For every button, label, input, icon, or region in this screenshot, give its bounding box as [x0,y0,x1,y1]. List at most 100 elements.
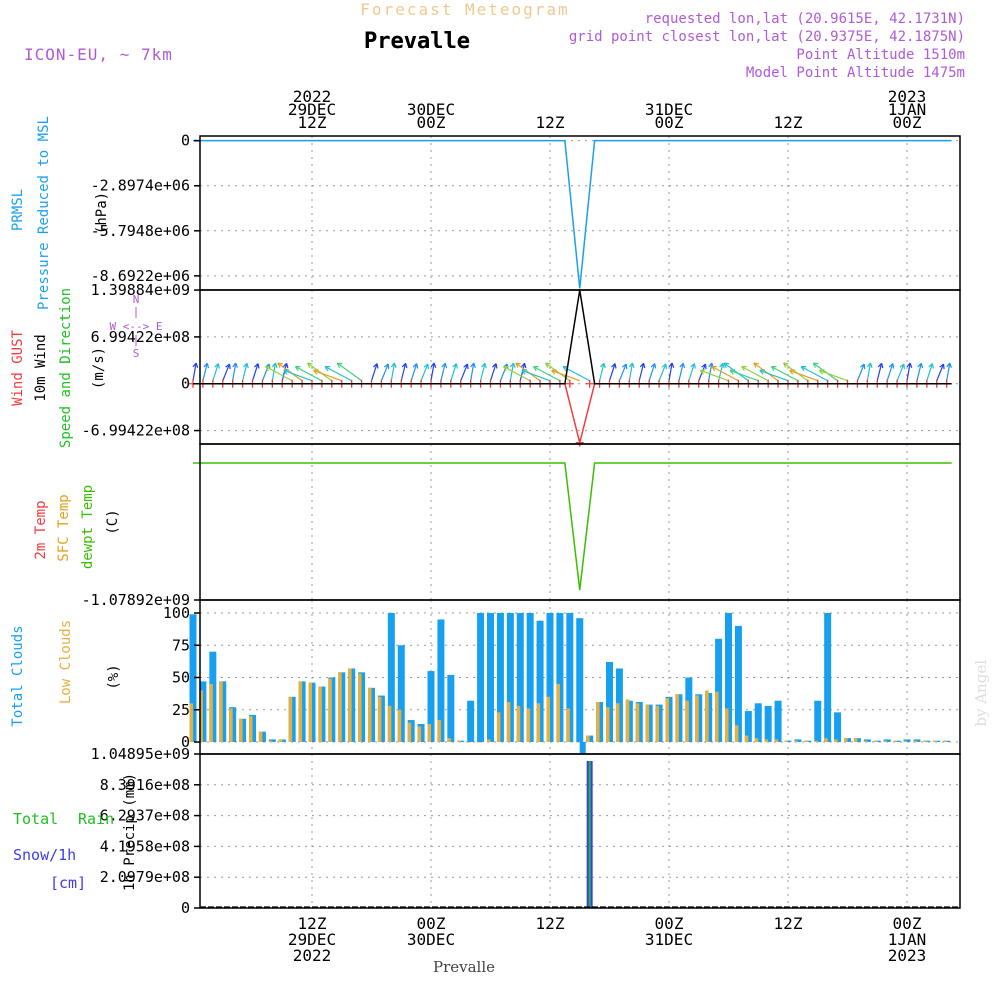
low-cloud-bar [615,703,620,742]
credit: by Angel [972,660,990,727]
footer-name: Prevalle [433,958,495,976]
wind-arrow-head [481,362,487,369]
low-cloud-bar [625,699,630,742]
wind-arrow [450,363,457,381]
wind-frame [199,289,961,445]
bottom-axis-label: 2023 [888,946,927,965]
product-title: Forecast Meteogram [360,0,569,19]
wind-arrow-head [770,365,777,372]
temp-label-dewpt: dewpt Temp [80,485,96,569]
wind-arrow [533,366,561,382]
wind-arrow [232,362,237,381]
y-tick-label: -2.8974e+06 [91,177,190,195]
clouds-label-low: Low Clouds [58,620,74,704]
low-cloud-bar [348,668,352,742]
y-tick-label: -8.6922e+06 [91,267,190,285]
wind-arrow [876,363,883,381]
wind-arrow-head [254,363,260,369]
wind-arrow [866,362,872,381]
low-cloud-bar [873,740,878,742]
pressure-panel: 0 -2.8974e+06 -5.7948e+06 -8.6922e+06 PRMSL… [10,116,961,310]
low-cloud-bar [397,709,402,742]
total-cloud-bar [734,625,742,742]
wind-arrow-head [203,362,210,369]
wind-arrow-head [294,365,301,372]
wind-arrow-head [741,365,747,372]
wind-arrow [307,362,333,382]
y-tick-label: 2.0979e+08 [100,868,190,886]
precip-label-total: Total [13,810,58,828]
precip-panel: 1.04895e+09 8.3916e+08 6.2937e+08 4.1958e+0… [13,745,961,917]
low-cloud-bar [705,690,709,742]
low-cloud-bar [645,704,650,742]
wind-arrow [723,362,749,382]
low-cloud-bar [546,696,550,742]
wind-arrow-head [859,363,866,370]
low-cloud-bar [744,735,749,742]
low-cloud-bar [566,708,570,742]
gust-marker [575,438,584,447]
wind-arrow-head [753,362,759,368]
model-label: ICON-EU, ~ 7km [24,45,173,64]
wind-arrow [400,363,407,381]
low-cloud-bar [368,687,372,742]
total-cloud-bar [387,613,395,742]
wind-arrow [926,363,933,381]
wind-arrow [521,369,551,382]
low-cloud-bar [338,672,342,742]
pressure-label-desc: Pressure Reduced to MSL [36,116,52,310]
wind-arrow-head [520,362,527,369]
low-cloud-bar [774,739,779,742]
total-cloud-bar [744,711,752,742]
low-cloud-bar [298,681,303,742]
wind-arrow [638,363,645,381]
wind-arrow [753,362,779,382]
wind-arrow-head [650,363,657,369]
low-cloud-bar [407,722,412,742]
top-axis-label: 12Z [298,113,327,132]
wind-arrow-head [545,362,551,368]
y-tick-label: 1.39884e+09 [91,281,190,299]
wind-arrow-head [324,365,331,372]
wind-arrow-head [509,362,516,368]
bottom-axis-label: 1JAN [888,930,927,949]
low-cloud-bar [249,716,253,742]
wind-arrow-head [225,363,231,370]
low-cloud-bar [863,740,868,742]
wind-arrow-head [430,362,437,368]
wind-arrow-head [383,363,390,370]
wind-arrow [324,366,352,382]
wind-arrow [420,363,429,381]
low-cloud-bar [794,740,798,742]
total-cloud-bar [774,700,782,742]
wind-arrow-head [611,363,617,369]
total-cloud-bar [715,638,723,742]
wind-arrow-head [282,362,289,369]
total-cloud-bar [814,700,822,742]
low-cloud-bar [427,723,431,742]
low-cloud-bar [487,739,491,742]
wind-y-ticks: 1.39884e+09 6.99422e+08 0 -6.99422e+08 [82,281,200,440]
total-cloud-bar [883,739,891,742]
gust-marker [565,379,574,388]
wind-arrow [896,363,905,381]
wind-arrow-head [463,363,469,370]
total-cloud-bar [496,613,504,742]
bottom-axis-label: 00Z [417,914,446,933]
wind-arrow-head [423,363,430,370]
wind-arrow-head [759,369,765,375]
dewpt-line [193,462,952,591]
model-altitude: Model Point Altitude 1475m [746,65,965,81]
low-cloud-bar [526,708,531,742]
wind-arrow [202,363,208,381]
anomaly-cloud-bar [579,742,586,754]
low-cloud-bar [496,712,501,742]
wind-arrow-head [628,362,635,368]
total-cloud-bar [189,614,197,742]
wind-arrow [313,369,342,382]
low-cloud-bar [556,683,560,742]
total-cloud-bar [506,613,514,742]
wind-arrow [503,366,531,382]
top-axis-label: 00Z [893,113,922,132]
precip-bars [200,761,960,908]
